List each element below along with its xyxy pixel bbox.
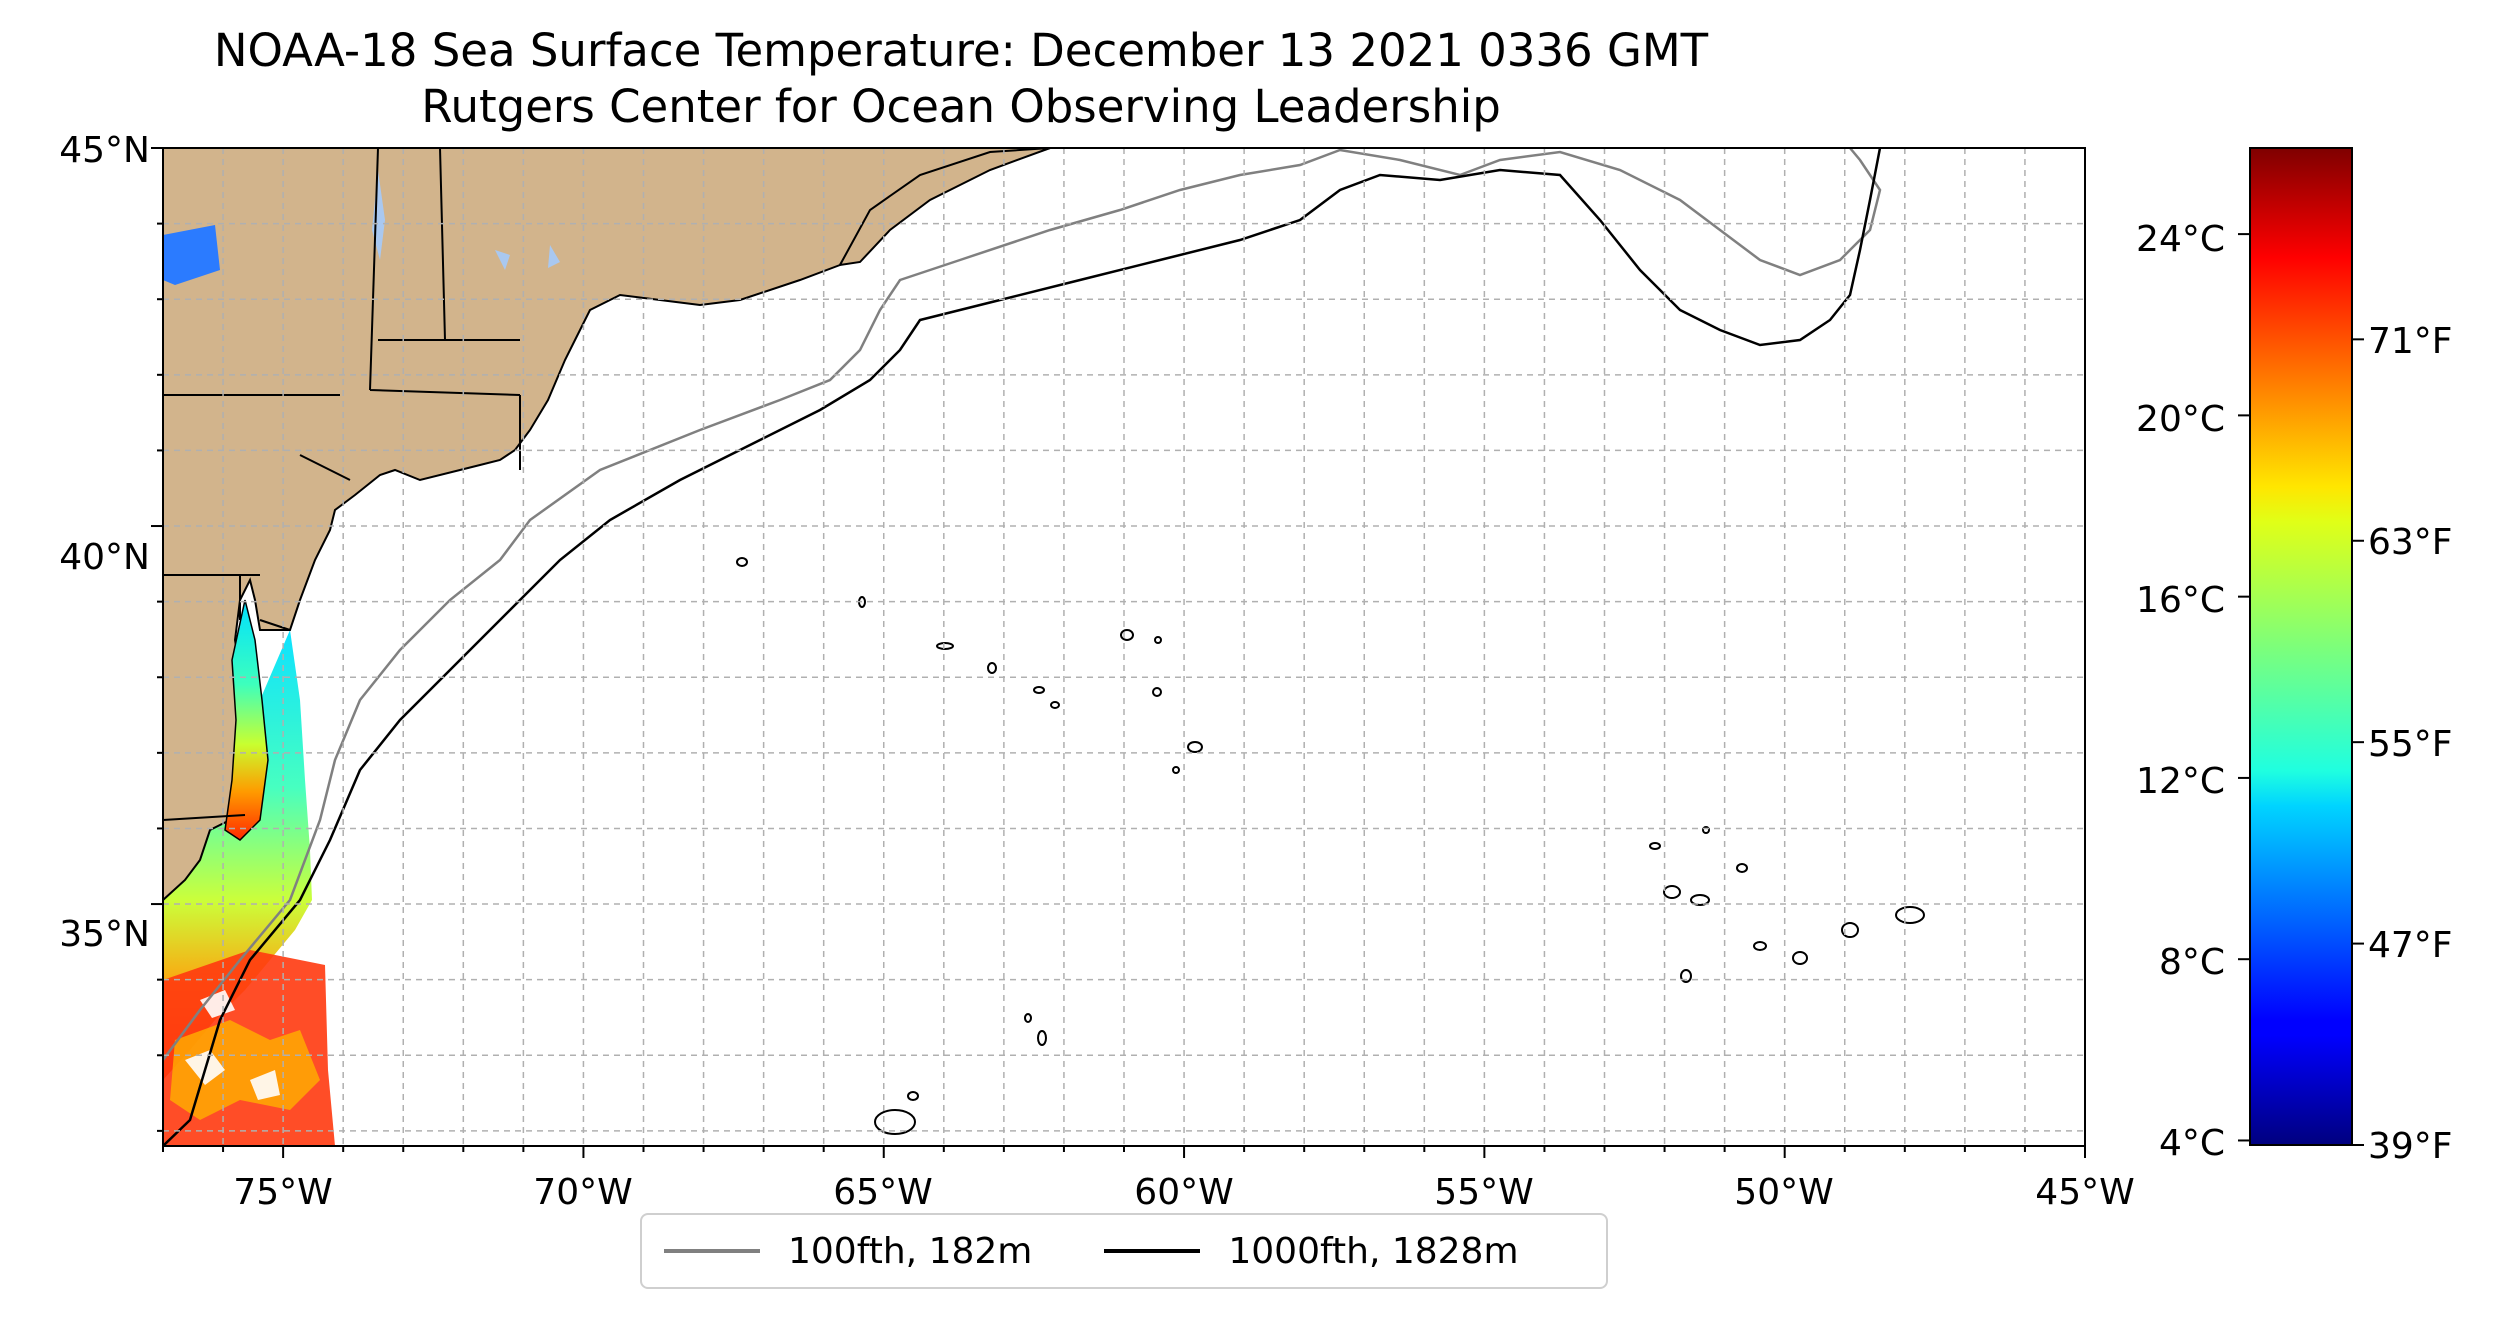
map-title: NOAA-18 Sea Surface Temperature: Decembe… bbox=[213, 24, 1709, 77]
lon-label-75w: 75°W bbox=[233, 1172, 332, 1213]
map-ticks bbox=[151, 147, 2086, 1158]
lon-label-45w: 45°W bbox=[2035, 1172, 2134, 1213]
map-features bbox=[163, 148, 2085, 1146]
cbar-f-47: 47°F bbox=[2368, 925, 2453, 966]
legend: 100fth, 182m 1000fth, 1828m bbox=[640, 1213, 1608, 1289]
lat-label-40n: 40°N bbox=[59, 537, 150, 578]
cbar-c-8: 8°C bbox=[2159, 942, 2225, 983]
lat-label-45n: 45°N bbox=[59, 130, 150, 171]
legend-swatch-1000fth bbox=[1104, 1249, 1201, 1253]
sst-swath-cloud-gaps bbox=[185, 990, 280, 1100]
lon-label-65w: 65°W bbox=[833, 1172, 932, 1213]
lake-small bbox=[495, 245, 560, 270]
lat-label-35n: 35°N bbox=[59, 914, 150, 955]
gridlines bbox=[163, 148, 2085, 1146]
state-borders bbox=[163, 148, 521, 821]
cbar-f-39: 39°F bbox=[2368, 1126, 2453, 1167]
colorbar-ticks bbox=[2238, 233, 2364, 1146]
map-subtitle: Rutgers Center for Ocean Observing Leade… bbox=[421, 80, 1501, 133]
lon-label-50w: 50°W bbox=[1734, 1172, 1833, 1213]
colorbar bbox=[2249, 147, 2353, 1146]
seamounts bbox=[736, 557, 1925, 1135]
cbar-c-20: 20°C bbox=[2136, 399, 2225, 440]
lon-label-60w: 60°W bbox=[1134, 1172, 1233, 1213]
cbar-f-55: 55°F bbox=[2368, 724, 2453, 765]
legend-label-100fth: 100fth, 182m bbox=[788, 1230, 1033, 1272]
lon-label-55w: 55°W bbox=[1434, 1172, 1533, 1213]
nova-scotia bbox=[838, 148, 1051, 267]
lon-label-70w: 70°W bbox=[533, 1172, 632, 1213]
legend-entry-1000fth: 1000fth, 1828m bbox=[1104, 1230, 1519, 1272]
cbar-f-63: 63°F bbox=[2368, 522, 2453, 563]
chesapeake-bay bbox=[224, 599, 269, 841]
cbar-c-4: 4°C bbox=[2159, 1123, 2225, 1164]
cbar-c-16: 16°C bbox=[2136, 580, 2225, 621]
legend-label-1000fth: 1000fth, 1828m bbox=[1228, 1230, 1519, 1272]
cbar-c-24: 24°C bbox=[2136, 219, 2225, 260]
lake-ontario-edge bbox=[163, 225, 220, 285]
cbar-f-71: 71°F bbox=[2368, 321, 2453, 362]
legend-entry-100fth: 100fth, 182m bbox=[664, 1231, 1032, 1272]
isobath-1000fth bbox=[163, 148, 1882, 1146]
isobath-100fth bbox=[163, 148, 1882, 1061]
cbar-c-12: 12°C bbox=[2136, 761, 2225, 802]
legend-swatch-100fth bbox=[664, 1249, 760, 1253]
